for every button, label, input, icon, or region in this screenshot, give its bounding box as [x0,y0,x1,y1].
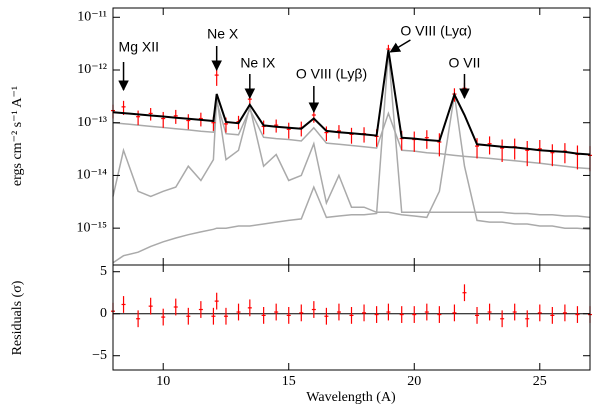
y-tick-label: 10⁻¹⁵ [77,220,108,235]
x-tick-label: 10 [156,374,170,389]
annotation: Ne IX [240,55,276,71]
model-line [112,101,591,170]
y-tick-label: 0 [100,306,107,321]
y-tick-label: 10⁻¹² [77,62,107,77]
x-tick-label: 20 [407,374,421,389]
x-tick-label: 15 [282,374,296,389]
annotation: O VIII (Lyβ) [296,66,367,82]
y-axis-label: ergs cm⁻² s⁻¹ A⁻¹ [10,86,25,186]
y-tick-label: 10⁻¹¹ [77,10,107,25]
y-tick-label: 5 [100,264,107,279]
x-tick-label: 25 [533,374,547,389]
model-line [112,51,591,264]
annotation: O VII [449,55,481,71]
y-tick-label: −5 [92,348,107,363]
annotation: Mg XII [119,39,159,55]
plot-frame [112,264,591,371]
y-tick-label: 10⁻¹³ [77,115,107,130]
model-line [112,49,591,156]
annotation: Ne X [207,26,239,42]
annotation: O VIII (Lyα) [400,23,471,39]
annotation-arrow [389,39,411,53]
x-axis-label: Wavelength (A) [306,390,396,405]
y-axis-label: Residuals (σ) [10,280,25,355]
y-tick-label: 10⁻¹⁴ [77,168,108,183]
model-line [112,94,591,231]
